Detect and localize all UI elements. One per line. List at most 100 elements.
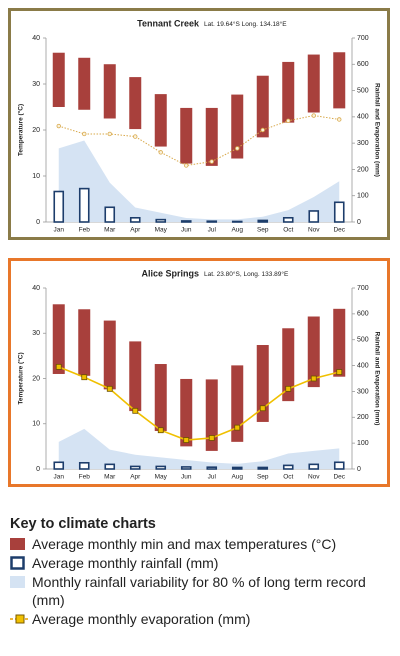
y-tick-label: 30 bbox=[32, 81, 40, 88]
temperature-range-bar bbox=[78, 309, 91, 376]
y2-tick-label: 700 bbox=[357, 35, 369, 42]
y2-tick-label: 0 bbox=[357, 219, 361, 226]
temperature-range-bar bbox=[231, 94, 244, 159]
temperature-range-bar bbox=[205, 379, 218, 451]
y2-tick-label: 100 bbox=[357, 193, 369, 200]
x-tick-label: Aug bbox=[231, 474, 243, 481]
key-item: Average monthly min and max temperatures… bbox=[10, 535, 395, 553]
rainfall-bar bbox=[129, 465, 141, 470]
y-tick-label: 20 bbox=[32, 127, 40, 134]
temperature-range-bar bbox=[307, 54, 320, 113]
rainfall-bar bbox=[282, 464, 294, 470]
x-tick-label: May bbox=[155, 474, 168, 481]
rainfall-bar bbox=[308, 463, 320, 470]
rainfall-bar bbox=[155, 218, 167, 223]
x-tick-label: Jan bbox=[54, 227, 65, 234]
x-tick-label: Dec bbox=[333, 227, 345, 234]
temperature-range-bar bbox=[78, 57, 91, 110]
y2-tick-label: 200 bbox=[357, 166, 369, 173]
rainfall-bar bbox=[104, 463, 116, 470]
y-tick-label: 0 bbox=[36, 466, 40, 473]
x-tick-label: Oct bbox=[283, 474, 293, 481]
chart: Alice Springs Lat. 23.80°S, Long. 133.89°… bbox=[17, 268, 381, 481]
key-title: Key to climate charts bbox=[10, 516, 156, 532]
evaporation-marker bbox=[285, 385, 292, 392]
rainfall-bar bbox=[206, 466, 218, 470]
temperature-range-bar bbox=[52, 304, 65, 374]
x-tick-label: Nov bbox=[308, 227, 320, 234]
x-tick-label: Jan bbox=[54, 474, 65, 481]
evaporation-marker bbox=[56, 123, 61, 129]
y-tick-label: 20 bbox=[32, 375, 40, 382]
key-swatch bbox=[10, 610, 32, 628]
key-label: Average monthly min and max temperatures… bbox=[32, 536, 337, 552]
temperature-range-bar bbox=[256, 345, 269, 422]
temperature-range-bar bbox=[103, 320, 116, 390]
evaporation-marker bbox=[260, 127, 265, 133]
y-tick-label: 30 bbox=[32, 330, 40, 337]
key-label: Average monthly rainfall (mm) bbox=[32, 555, 219, 571]
swatch-marker bbox=[15, 614, 25, 624]
key: Key to climate charts Average monthly mi… bbox=[10, 516, 395, 629]
temperature-range-bar bbox=[180, 378, 193, 447]
x-tick-label: Dec bbox=[333, 474, 345, 481]
rainfall-bar bbox=[333, 201, 345, 223]
y-tick-label: 0 bbox=[36, 219, 40, 226]
key-swatch bbox=[10, 573, 32, 591]
chart-title: Tennant Creek bbox=[137, 18, 200, 28]
x-tick-label: Mar bbox=[104, 227, 116, 234]
swatch bbox=[10, 614, 30, 624]
variability-area bbox=[58, 140, 340, 222]
evaporation-marker bbox=[234, 424, 241, 431]
evaporation-marker bbox=[157, 427, 164, 434]
key-swatch bbox=[10, 535, 32, 553]
evaporation-marker bbox=[310, 375, 317, 382]
y2-tick-label: 700 bbox=[357, 285, 369, 292]
x-tick-label: Sep bbox=[257, 474, 269, 481]
swatch bbox=[10, 538, 25, 550]
rainfall-bar bbox=[53, 461, 65, 470]
temperature-range-bar bbox=[333, 52, 346, 109]
temperature-range-bar bbox=[205, 107, 218, 166]
rainfall-bar bbox=[180, 466, 192, 470]
y2-axis-label: Rainfall and Evaporation (mm) bbox=[373, 332, 380, 426]
chart: Tennant Creek Lat. 19.64°S Long. 134.18°E… bbox=[17, 18, 381, 234]
rainfall-bar bbox=[308, 210, 320, 223]
rainfall-bar bbox=[333, 461, 345, 470]
rainfall-bar bbox=[53, 190, 65, 223]
chart-frame: Tennant Creek Lat. 19.64°S Long. 134.18°E… bbox=[8, 8, 390, 240]
y-axis-label: Temperature (°C) bbox=[17, 352, 25, 404]
x-tick-label: Oct bbox=[283, 227, 293, 234]
key-item: Monthly rainfall variability for 80 % of… bbox=[10, 573, 395, 609]
temperature-range-bar bbox=[129, 77, 142, 130]
y2-tick-label: 0 bbox=[357, 466, 361, 473]
swatch bbox=[10, 576, 25, 588]
variability-area bbox=[58, 428, 340, 469]
y2-tick-label: 600 bbox=[357, 311, 369, 318]
evaporation-marker bbox=[259, 405, 266, 412]
evaporation-line bbox=[58, 115, 340, 167]
temperature-range-bar bbox=[307, 316, 320, 388]
y2-tick-label: 500 bbox=[357, 337, 369, 344]
x-tick-label: Feb bbox=[79, 474, 91, 481]
x-tick-label: Aug bbox=[231, 227, 243, 234]
y2-tick-label: 600 bbox=[357, 61, 369, 68]
y-axis-label: Temperature (°C) bbox=[17, 104, 25, 156]
chart-subtitle: Lat. 23.80°S, Long. 133.89°E bbox=[204, 270, 289, 278]
swatch-rect bbox=[10, 538, 25, 550]
key-item: Average monthly evaporation (mm) bbox=[10, 610, 395, 628]
x-tick-label: May bbox=[155, 227, 168, 234]
chart-title: Alice Springs bbox=[141, 268, 199, 278]
rainfall-bar bbox=[282, 216, 294, 223]
evaporation-marker bbox=[208, 435, 215, 441]
temperature-range-bar bbox=[154, 94, 167, 147]
y2-tick-label: 400 bbox=[357, 114, 369, 121]
rainfall-bar bbox=[257, 466, 269, 470]
key-label: Average monthly evaporation (mm) bbox=[32, 611, 251, 627]
evaporation-marker bbox=[82, 131, 87, 137]
evaporation-marker bbox=[81, 374, 88, 381]
swatch-rect bbox=[10, 576, 25, 588]
evaporation-marker bbox=[106, 385, 113, 392]
temperature-range-bar bbox=[256, 75, 269, 138]
temperature-range-bar bbox=[180, 107, 193, 164]
